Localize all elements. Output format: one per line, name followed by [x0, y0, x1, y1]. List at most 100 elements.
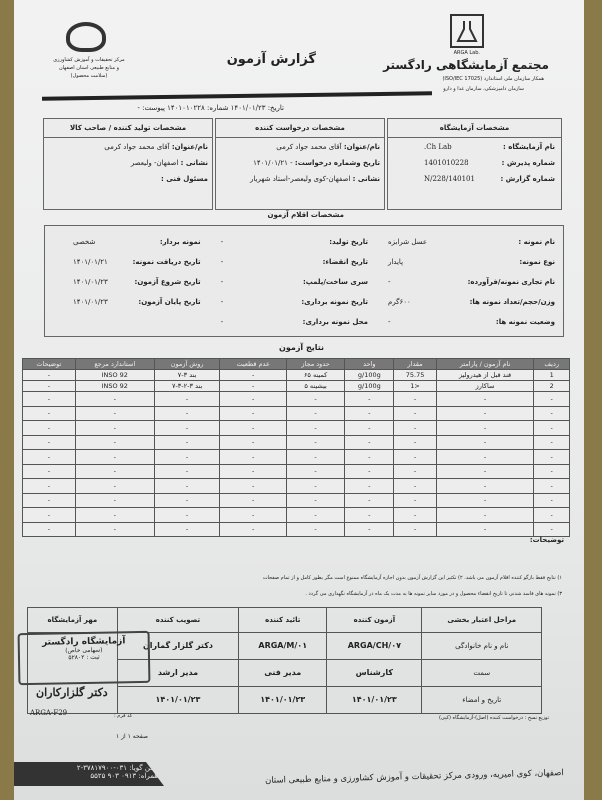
- empty-cell: -: [435, 420, 535, 436]
- items-col-2: تاریخ تولید: - تاریخ انقضاء: - سری ساخت/پلمپ…: [201, 232, 368, 330]
- empty-cell: -: [285, 463, 346, 479]
- item-value: پایدار: [387, 258, 404, 266]
- parties-table: مشخصات آزمایشگاه نام آزمایشگاه : Ch Lab. …: [37, 118, 562, 210]
- empty-cell: -: [393, 478, 437, 494]
- number-label: شماره:: [206, 104, 229, 112]
- info-row: نشانی : اصفهان- ولیعصر: [44, 154, 212, 170]
- empty-row: ---------: [22, 449, 570, 465]
- signature-cell: مدیر فنی: [238, 658, 328, 687]
- empty-cell: -: [285, 405, 346, 421]
- item-label: نام نمونه :: [518, 238, 555, 246]
- empty-cell: -: [219, 492, 287, 508]
- items-box: نام نمونه : عسل شرابزه نوع نمونه: پایدار نام…: [44, 225, 564, 337]
- signature-cell: ARGA/CH/۰۷: [326, 631, 423, 660]
- item-row: وضعیت نمونه ها: -: [368, 312, 555, 332]
- info-value: - ۱۴۰۱/۰۱/۲۱: [253, 159, 293, 167]
- item-value: -: [220, 238, 224, 246]
- form-code: ARGA-F29: [30, 709, 68, 717]
- empty-cell: -: [435, 391, 535, 407]
- empty-cell: -: [22, 391, 76, 407]
- item-label: تاریخ انقضاء:: [322, 258, 368, 266]
- empty-cell: -: [219, 420, 287, 436]
- attachment-value: -: [137, 104, 140, 112]
- empty-row: ---------: [22, 492, 570, 508]
- item-label: تاریخ دریافت نمونه:: [132, 258, 201, 266]
- empty-cell: -: [22, 478, 76, 494]
- report-page: ARGA Lab. مجتمع آزمایشگاهی رادگستر همکار…: [14, 0, 584, 800]
- empty-cell: -: [435, 492, 535, 508]
- empty-cell: -: [344, 478, 395, 494]
- center-line: (سلامت محصول): [70, 73, 108, 79]
- info-label: شماره گزارش :: [500, 175, 555, 183]
- empty-cell: -: [435, 507, 535, 523]
- item-row: تاریخ شروع آزمون: ۱۴۰۱/۰۱/۲۳: [53, 272, 201, 292]
- results-column-header: توضیحات: [22, 358, 76, 370]
- signature-row: نام و نام خانوادگی ARGA/CH/۰۷ ARGA/M/۰۱ دکت…: [27, 631, 542, 715]
- results-heading: نتایج آزمون: [279, 343, 324, 352]
- empty-cell: -: [74, 521, 155, 537]
- date-value: ۱۴۰۱/۰۱/۲۳: [230, 104, 266, 112]
- date-line: تاریخ: ۱۴۰۱/۰۱/۲۳ شماره: ۱۴۰۱۰۱۰۲۲۸ پیوس…: [137, 104, 284, 112]
- empty-cell: -: [344, 405, 395, 421]
- item-value: ۶۰۰گرم: [387, 298, 411, 306]
- item-label: وزن/حجم/تعداد نمونه ها:: [469, 298, 555, 306]
- center-line: مرکز تحقیقات و آموزش کشاورزی: [53, 57, 125, 63]
- empty-cell: -: [219, 434, 287, 450]
- item-row: نمونه بردار: شخصی: [53, 232, 201, 252]
- item-value: -: [220, 298, 224, 306]
- empty-cell: -: [285, 478, 346, 494]
- item-label: محل نمونه برداری:: [302, 318, 368, 326]
- lab-subtitle: همکار سازمان ملی استاندارد (ISO/IEC 1702…: [442, 76, 544, 82]
- footnote: ۳) نمونه های فاسد شدنی تا تاریخ انقضاء م…: [305, 591, 562, 597]
- items-col-3: نمونه بردار: شخصی تاریخ دریافت نمونه: ۱۴۰۱/…: [53, 232, 201, 330]
- attachment-label: پیوست:: [142, 104, 165, 112]
- empty-cell: -: [285, 492, 346, 508]
- empty-cell: -: [435, 434, 535, 450]
- info-label: نشانی :: [180, 159, 208, 167]
- distribution-note: توزیع نسخ : درخواست کننده (اصل)-آزمایشگا…: [438, 715, 549, 721]
- signature-column-header: تصویب کننده: [116, 607, 240, 633]
- item-value: ۱۴۰۱/۰۱/۲۳: [73, 278, 108, 286]
- item-value: -: [387, 318, 391, 326]
- footer-address: اصفهان، کوی امیریه، ورودی مرکز تحقیقات و…: [265, 768, 565, 786]
- empty-cell: -: [219, 391, 287, 407]
- notes-label: توضیحات:: [529, 536, 564, 544]
- empty-cell: -: [219, 507, 287, 523]
- item-row: نوع نمونه: پایدار: [368, 252, 555, 272]
- empty-cell: -: [533, 449, 570, 465]
- page-number: صفحه ۱ از ۱: [116, 733, 148, 740]
- empty-cell: -: [393, 507, 437, 523]
- empty-cell: -: [393, 449, 437, 465]
- lab-subtitle-2: سازمان دامپزشکی، سازمان غذا و دارو: [443, 86, 524, 92]
- info-value: اصفهان-کوی ولیعصر-استاد شهریار: [250, 175, 351, 183]
- signature-header-row: مراحل اعتبار بخشی آزمون کننده تائید کننده ت…: [27, 607, 542, 633]
- empty-cell: -: [74, 492, 155, 508]
- item-label: تاریخ نمونه برداری:: [301, 298, 368, 306]
- mobile-label: همراه:: [138, 772, 158, 780]
- footer-contact: تلفن گویا: ۰۳۱-۳۷۸۱۷۹۰۰-۲ همراه: ۰۹۱۳ ۹۰…: [14, 762, 164, 786]
- info-value: 140101/N/228: [424, 175, 475, 183]
- info-row: نام/عنوان: آقای محمد جواد کرمی: [44, 138, 212, 154]
- empty-cell: -: [533, 405, 570, 421]
- empty-cell: -: [22, 434, 76, 450]
- empty-cell: -: [435, 521, 535, 537]
- empty-cell: -: [153, 463, 221, 479]
- item-label: تاریخ تولید:: [329, 238, 368, 246]
- info-label: مسئول فنی :: [161, 175, 208, 183]
- lab-stamp: آزمایشگاه رادگستر (سهامی خاص) ثبت : ۵۲۸۰…: [17, 630, 151, 686]
- requester-info: مشخصات درخواست کننده نام/عنوان: آقای محم…: [215, 118, 385, 210]
- info-label: نام/عنوان:: [171, 143, 208, 151]
- item-value: -: [220, 278, 224, 286]
- empty-cell: -: [153, 521, 221, 537]
- empty-cell: -: [435, 405, 535, 421]
- empty-cell: -: [285, 521, 346, 537]
- empty-cell: -: [74, 434, 155, 450]
- lab-name: مجتمع آزمایشگاهی رادگستر: [383, 58, 549, 72]
- signature-cell: سمت: [421, 658, 542, 687]
- empty-cell: -: [22, 521, 76, 537]
- empty-cell: -: [344, 521, 395, 537]
- empty-cell: -: [153, 492, 221, 508]
- item-label: نام تجاری نمونه/فرآورده:: [467, 278, 555, 286]
- page-title: گزارش آزمون: [226, 52, 316, 67]
- stamp-signature: دکتر گلزارکاران: [36, 686, 108, 699]
